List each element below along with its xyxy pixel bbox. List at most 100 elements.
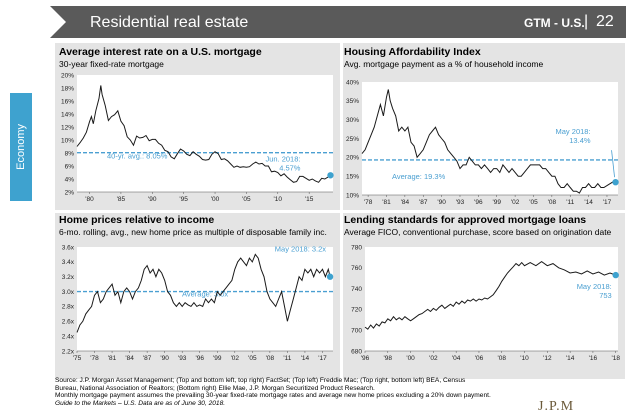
- y-tick-label: 3.0x: [62, 289, 75, 296]
- x-tick-label: '15: [305, 196, 314, 203]
- plot-area: [77, 247, 333, 351]
- y-tick-label: 3.6x: [62, 244, 75, 251]
- price-income-chart: 3.6x 3.4x 3.2x 3.0x 2.8x 2.6x 2.4x 2.2x'75 '78 '8…: [55, 211, 340, 379]
- endpoint-label: May 2018:: [556, 127, 591, 136]
- page-title: Residential real estate: [90, 14, 248, 32]
- section-label: GTM - U.S.: [524, 16, 585, 30]
- y-tick-label: 16%: [61, 98, 74, 105]
- endpoint-marker: [327, 172, 333, 178]
- x-tick-label: '05: [529, 199, 538, 206]
- average-label: Average: 19.3%: [392, 172, 446, 181]
- x-tick-label: '81: [382, 199, 391, 206]
- y-tick-label: 20%: [346, 155, 359, 162]
- x-tick-label: '84: [125, 355, 134, 362]
- x-tick-label: '02: [429, 355, 438, 362]
- x-tick-label: '99: [492, 199, 501, 206]
- x-tick-label: '96: [361, 355, 370, 362]
- x-tick-label: '08: [548, 199, 557, 206]
- affordability-chart: 40% 35% 30% 25% 20% 15% 10% '78 '81 '84 '87 '90 '93 '…: [340, 43, 625, 211]
- y-tick-label: 700: [351, 328, 362, 335]
- y-tick-label: 2%: [65, 189, 75, 196]
- y-tick-label: 12%: [61, 124, 74, 131]
- x-tick-label: '08: [266, 355, 275, 362]
- endpoint-value: 4.57%: [279, 163, 301, 172]
- x-tick-label: '16: [589, 355, 598, 362]
- x-tick-label: '05: [248, 355, 257, 362]
- y-tick-label: 2.8x: [62, 304, 75, 311]
- x-tick-label: '81: [108, 355, 117, 362]
- x-tick-label: '78: [90, 355, 99, 362]
- x-tick-label: '02: [231, 355, 240, 362]
- y-tick-label: 20%: [61, 72, 74, 79]
- y-tick-label: 10%: [61, 137, 74, 144]
- y-tick-label: 2.6x: [62, 319, 75, 326]
- footnote-line: Bureau, National Association of Realtors…: [55, 385, 630, 393]
- x-tick-label: '96: [474, 199, 483, 206]
- x-tick-label: '14: [584, 199, 593, 206]
- x-tick-label: '99: [213, 355, 222, 362]
- x-tick-label: '90: [160, 355, 169, 362]
- y-tick-label: 2.4x: [62, 333, 75, 340]
- x-tick-label: '98: [384, 355, 393, 362]
- x-tick-label: '14: [566, 355, 575, 362]
- y-tick-label: 740: [351, 286, 362, 293]
- x-tick-label: '05: [242, 196, 251, 203]
- x-tick-label: '10: [274, 196, 283, 203]
- x-tick-label: '17: [318, 355, 327, 362]
- x-tick-label: '00: [211, 196, 220, 203]
- endpoint-marker: [613, 272, 619, 278]
- x-tick-label: '11: [566, 199, 574, 206]
- x-tick-label: '02: [511, 199, 520, 206]
- y-tick-label: 35%: [346, 98, 359, 105]
- x-tick-label: '12: [543, 355, 552, 362]
- plot-area: [77, 75, 333, 192]
- y-tick-label: 720: [351, 307, 362, 314]
- x-tick-label: '87: [143, 355, 152, 362]
- x-tick-label: '17: [603, 199, 612, 206]
- header-divider: |: [584, 13, 588, 31]
- y-tick-label: 3.4x: [62, 259, 75, 266]
- x-tick-label: '84: [401, 199, 410, 206]
- y-tick-label: 10%: [346, 192, 359, 199]
- mortgage-rate-panel: Average interest rate on a U.S. mortgage…: [55, 43, 340, 211]
- average-label: 40-yr. avg.: 8.05%: [107, 152, 168, 161]
- x-tick-label: '75: [73, 355, 82, 362]
- logo: J.P.M: [538, 399, 574, 410]
- y-tick-label: 760: [351, 265, 362, 272]
- y-tick-label: 6%: [65, 163, 75, 170]
- x-tick-label: '11: [283, 355, 291, 362]
- endpoint-marker: [612, 179, 618, 185]
- header-notch: [40, 6, 66, 38]
- x-tick-label: '06: [475, 355, 484, 362]
- affordability-panel: Housing Affordability Index Avg. mortgag…: [340, 43, 625, 211]
- price-income-panel: Home prices relative to income 6-mo. rol…: [55, 211, 340, 379]
- x-tick-label: '04: [452, 355, 461, 362]
- x-tick-label: '08: [498, 355, 507, 362]
- x-tick-label: '10: [520, 355, 529, 362]
- x-tick-label: '90: [148, 196, 157, 203]
- x-tick-label: '96: [195, 355, 204, 362]
- endpoint-value: 13.4%: [569, 136, 591, 145]
- y-tick-label: 18%: [61, 85, 74, 92]
- x-tick-label: '90: [437, 199, 446, 206]
- economy-tab-label: Economy: [15, 124, 27, 170]
- x-tick-label: '00: [406, 355, 415, 362]
- lending-standards-panel: Lending standards for approved mortgage …: [340, 211, 625, 379]
- x-tick-label: '14: [301, 355, 310, 362]
- endpoint-label: May 2018: 3.2x: [275, 245, 327, 254]
- x-tick-label: '93: [456, 199, 465, 206]
- endpoint-value: 753: [599, 291, 612, 300]
- x-tick-label: '18: [611, 355, 620, 362]
- y-tick-label: 30%: [346, 117, 359, 124]
- y-tick-label: 8%: [65, 150, 75, 157]
- lending-standards-chart: 780 760 740 720 700 680'96 '98 '00 '02 '04 '06 '08 '…: [340, 211, 625, 379]
- endpoint-label: May 2018:: [577, 282, 612, 291]
- y-tick-label: 25%: [346, 136, 359, 143]
- y-tick-label: 40%: [346, 79, 359, 86]
- footnote-line: Source: J.P. Morgan Asset Management; (T…: [55, 377, 630, 385]
- x-tick-label: '95: [179, 196, 188, 203]
- page-number: 22: [596, 13, 614, 31]
- economy-tab[interactable]: Economy: [10, 93, 32, 201]
- endpoint-marker: [327, 274, 333, 280]
- x-tick-label: '87: [419, 199, 428, 206]
